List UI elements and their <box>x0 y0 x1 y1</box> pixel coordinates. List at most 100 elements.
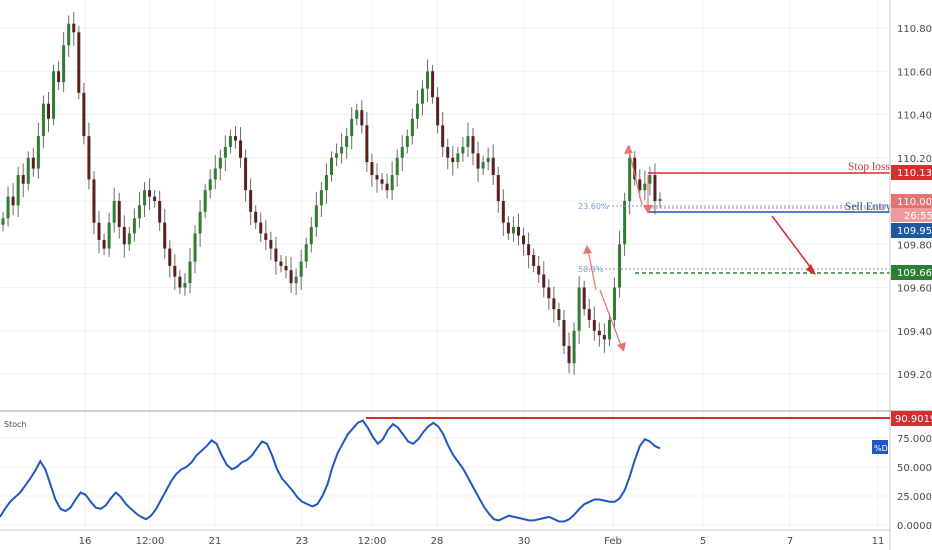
stop-loss-value: 110.133 <box>897 168 932 179</box>
candle <box>127 226 131 251</box>
candle <box>420 80 424 116</box>
candle <box>36 122 40 179</box>
candle <box>501 189 505 237</box>
candle <box>370 153 374 187</box>
stoch-resistance-value: 90.9019 <box>895 414 932 425</box>
down-arrow-head <box>806 264 816 275</box>
candle <box>314 191 318 237</box>
candle <box>218 149 222 181</box>
time-tick-label: 12:00 <box>358 536 387 547</box>
candle <box>390 161 394 201</box>
candle <box>16 166 20 218</box>
candle <box>269 231 273 261</box>
trade-drawings: 23.60% 50.0% Stop loss Sell Entry <box>578 145 892 352</box>
stop-loss-badge: 110.133 <box>891 165 932 180</box>
candle <box>426 59 430 102</box>
main-grid <box>0 0 890 530</box>
candle <box>572 322 576 375</box>
candle <box>653 163 657 215</box>
candle <box>471 127 475 166</box>
time-tick-label: 21 <box>209 536 222 547</box>
candle <box>491 144 495 185</box>
candle <box>506 216 510 240</box>
time-axis-ticks: 16 12:00 21 23 12:00 28 30 Feb 5 7 11 <box>79 536 885 547</box>
price-tick-label: 109.800 <box>897 240 932 251</box>
swing-arrow-2 <box>599 289 623 349</box>
candle <box>168 240 172 278</box>
candle <box>476 141 480 182</box>
candle <box>1 211 5 232</box>
swing-arrow-3 <box>628 149 643 206</box>
candle <box>102 233 106 256</box>
candle <box>613 277 617 329</box>
sell-entry-badge: 109.951 <box>891 223 932 238</box>
candle <box>259 212 263 242</box>
sell-entry-value: 109.951 <box>897 226 932 237</box>
stoch-resistance-badge: 90.9019 <box>891 411 932 426</box>
candle <box>193 225 197 274</box>
candle <box>587 299 591 329</box>
stoch-axis-ticks: 75.0000 50.0000 25.0000 0.0000 <box>897 434 932 532</box>
candle <box>335 143 339 166</box>
swing-arrow-4-head <box>643 205 653 214</box>
candle <box>122 215 126 258</box>
candle <box>153 190 157 208</box>
candle <box>254 205 258 230</box>
candle <box>324 163 328 204</box>
candle <box>628 146 632 215</box>
candle <box>542 261 546 298</box>
candle <box>148 178 152 211</box>
swing-arrow-1 <box>587 249 597 291</box>
candle <box>198 200 202 247</box>
candle <box>446 138 450 170</box>
stoch-title: Stoch <box>4 420 27 429</box>
candle <box>410 108 414 145</box>
price-tick-label: 110.400 <box>897 111 932 122</box>
candle <box>648 166 652 196</box>
candle <box>456 146 460 169</box>
candle <box>481 155 485 176</box>
candle <box>228 129 232 154</box>
time-tick-label: 16 <box>79 536 92 547</box>
time-tick-label: 28 <box>431 536 444 547</box>
candle <box>658 192 662 208</box>
candle <box>52 64 56 126</box>
candle <box>466 122 470 157</box>
fib-23-label: 23.60% <box>578 202 609 211</box>
take-profit-badge: 109.665 <box>891 265 932 280</box>
candle <box>31 147 35 177</box>
stoch-grid <box>0 437 890 526</box>
candle <box>213 155 217 190</box>
candle <box>46 92 50 133</box>
candle <box>415 90 419 129</box>
take-profit-value: 109.665 <box>897 268 932 279</box>
candle <box>41 95 45 148</box>
current-price-badge: 110.001 26:55 <box>891 194 932 222</box>
candle <box>618 230 622 298</box>
candle <box>577 275 581 345</box>
countdown-value: 26:55 <box>904 211 932 222</box>
candle <box>436 87 440 134</box>
candle <box>319 181 323 218</box>
candle <box>183 273 187 296</box>
sell-entry-label: Sell Entry <box>845 201 892 213</box>
candle <box>486 147 490 171</box>
candle <box>117 192 121 239</box>
candle <box>107 212 111 257</box>
candle <box>208 169 212 199</box>
candle <box>345 127 349 159</box>
price-tick-label: 109.400 <box>897 327 932 338</box>
candle <box>643 170 647 201</box>
candle <box>602 323 606 353</box>
time-tick-label: 7 <box>787 536 793 547</box>
price-tick-label: 110.800 <box>897 24 932 35</box>
candle <box>451 146 455 176</box>
candle <box>592 306 596 341</box>
candle <box>137 191 141 229</box>
candle <box>567 332 571 374</box>
candle <box>360 100 364 134</box>
candle <box>532 248 536 273</box>
price-tick-label: 110.200 <box>897 154 932 165</box>
candle <box>527 232 531 269</box>
candle <box>365 111 369 173</box>
